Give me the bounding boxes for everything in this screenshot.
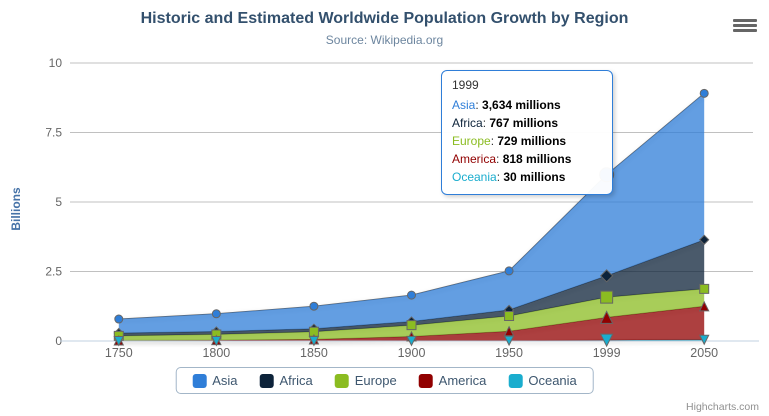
y-axis-label: 5 <box>55 195 62 209</box>
legend-item-oceania[interactable]: Oceania <box>508 373 577 388</box>
marker-america-2050[interactable] <box>698 300 710 312</box>
marker-oceania-1850[interactable] <box>308 335 320 347</box>
x-axis-label-2050: 2050 <box>690 346 718 360</box>
x-axis-label-1999: 1999 <box>593 346 621 360</box>
marker-oceania-1950[interactable] <box>503 335 515 347</box>
marker-europe-2050[interactable] <box>699 283 710 294</box>
legend-swatch-icon <box>334 373 349 388</box>
marker-africa-2050[interactable] <box>699 234 710 245</box>
y-axis-label: 2.5 <box>45 265 62 279</box>
marker-oceania-2050[interactable] <box>698 334 710 346</box>
export-menu-button[interactable] <box>733 15 757 35</box>
legend-item-africa[interactable]: Africa <box>259 373 313 388</box>
marker-asia-1750[interactable] <box>114 314 124 324</box>
legend: Asia Africa Europe America Oceania <box>175 367 594 394</box>
legend-item-america[interactable]: America <box>418 373 487 388</box>
x-axis-label-1800: 1800 <box>202 346 230 360</box>
x-axis-label-1850: 1850 <box>300 346 328 360</box>
legend-label: Europe <box>354 373 397 388</box>
legend-label: America <box>438 373 487 388</box>
marker-asia-1950[interactable] <box>504 266 514 276</box>
marker-europe-1950[interactable] <box>504 311 515 322</box>
marker-oceania-1999[interactable] <box>599 333 614 348</box>
y-axis-label: 0 <box>55 334 62 348</box>
marker-asia-1900[interactable] <box>407 290 416 300</box>
marker-asia-1800[interactable] <box>211 309 221 319</box>
legend-swatch-icon <box>418 373 433 388</box>
y-axis-label: 10 <box>49 56 63 70</box>
series-area-africa[interactable] <box>118 239 705 336</box>
marker-asia-1999[interactable] <box>599 167 615 183</box>
marker-europe-1999[interactable] <box>600 290 614 304</box>
marker-america-1999[interactable] <box>599 310 614 324</box>
hamburger-icon <box>733 23 757 27</box>
chart-subtitle: Source: Wikipedia.org <box>325 33 444 47</box>
series-area-america[interactable] <box>118 306 705 341</box>
marker-oceania-1900[interactable] <box>406 335 417 347</box>
legend-swatch-icon <box>508 373 523 388</box>
marker-oceania-1750[interactable] <box>113 335 125 347</box>
legend-swatch-icon <box>259 373 274 388</box>
marker-europe-1900[interactable] <box>406 320 417 331</box>
legend-item-europe[interactable]: Europe <box>334 373 397 388</box>
y-axis-label: 7.5 <box>45 126 62 140</box>
marker-asia-2050[interactable] <box>699 88 709 98</box>
x-axis-label-1950: 1950 <box>495 346 523 360</box>
hamburger-icon <box>733 18 757 22</box>
x-axis-label-1750: 1750 <box>105 346 133 360</box>
series-area-asia[interactable] <box>118 93 705 333</box>
credits-link[interactable]: Highcharts.com <box>686 401 759 413</box>
marker-oceania-1800[interactable] <box>211 335 222 347</box>
hamburger-icon <box>733 28 757 32</box>
legend-label: Asia <box>212 373 238 388</box>
legend-label: Oceania <box>528 373 577 388</box>
marker-africa-1999[interactable] <box>599 269 614 283</box>
x-axis-label-1900: 1900 <box>398 346 426 360</box>
legend-label: Africa <box>279 373 313 388</box>
legend-item-asia[interactable]: Asia <box>192 373 238 388</box>
marker-asia-1850[interactable] <box>309 301 319 311</box>
chart-title: Historic and Estimated Worldwide Populat… <box>140 10 629 27</box>
legend-swatch-icon <box>192 373 207 388</box>
